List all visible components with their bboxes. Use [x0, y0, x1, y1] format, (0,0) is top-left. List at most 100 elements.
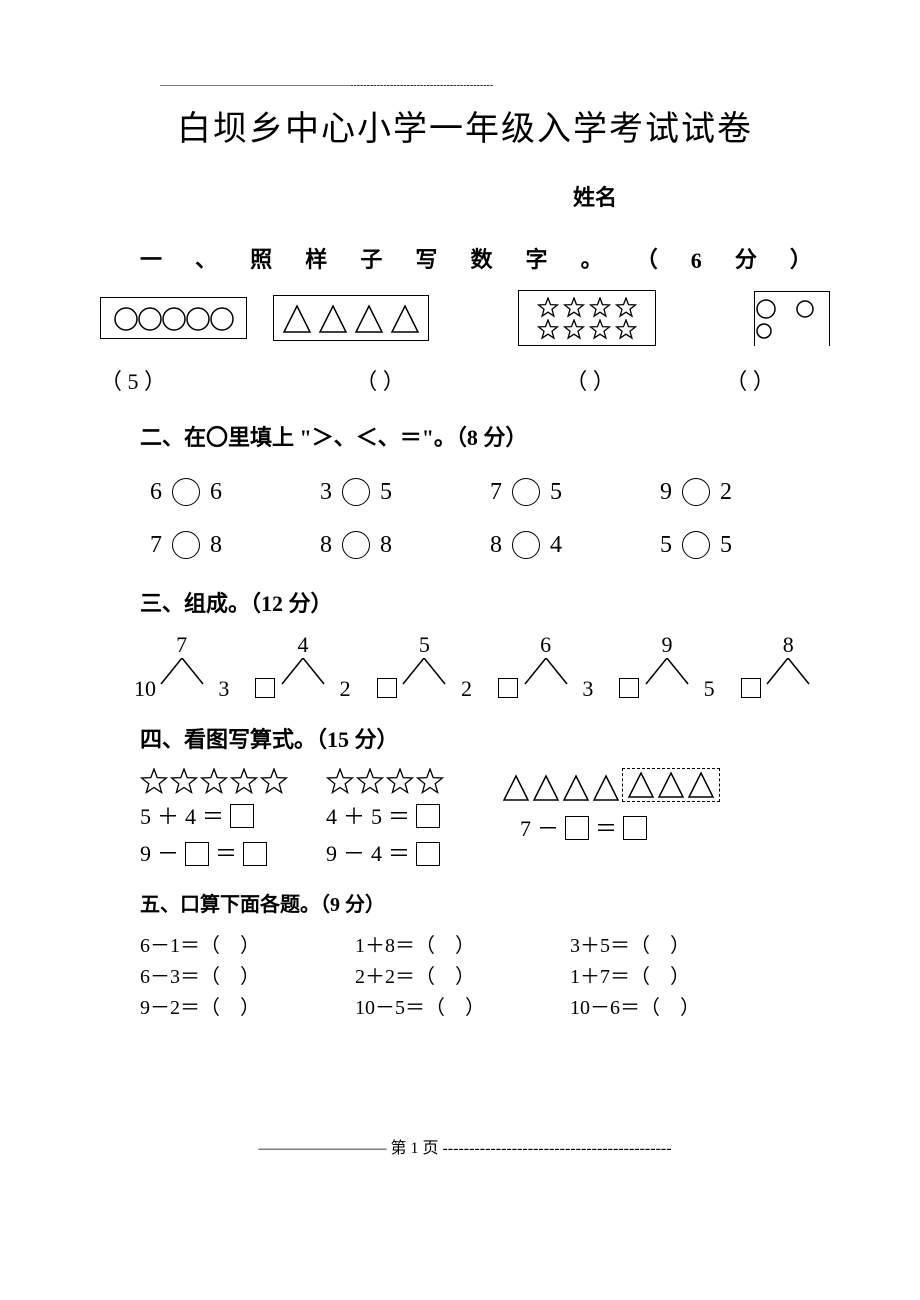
- arith-cell[interactable]: 6－3＝（ ）: [140, 962, 355, 993]
- num: 9: [326, 835, 337, 872]
- composition-item[interactable]: 6 3: [504, 632, 587, 702]
- answer-box[interactable]: [185, 842, 209, 866]
- heading-char: 样: [305, 242, 335, 274]
- star-icon: [416, 768, 444, 796]
- num: 3: [320, 466, 332, 519]
- num: 5: [550, 466, 562, 519]
- equation[interactable]: 4 ＋ 5 ＝: [326, 798, 444, 835]
- compare-circle[interactable]: [172, 478, 200, 506]
- q4-block-2: 4 ＋ 5 ＝ 9 － 4 ＝: [326, 768, 444, 873]
- answer-box[interactable]: [243, 842, 267, 866]
- answer-box[interactable]: [498, 678, 518, 698]
- num: 5: [380, 466, 392, 519]
- answer-box[interactable]: [623, 816, 647, 840]
- circle-icon: [755, 322, 773, 340]
- comp-top: 8: [747, 632, 830, 658]
- compare-cell[interactable]: 84: [490, 519, 660, 572]
- circle-icon: [138, 307, 162, 331]
- star-icon: [537, 319, 559, 341]
- op: －: [537, 810, 559, 847]
- compare-circle[interactable]: [342, 478, 370, 506]
- heading-char: 一: [140, 242, 170, 274]
- comp-right: 3: [582, 676, 593, 702]
- composition-item[interactable]: 5 2: [383, 632, 466, 702]
- arith-cell[interactable]: 9－2＝（ ）: [140, 993, 355, 1024]
- arith-cell[interactable]: 1＋7＝（ ）: [570, 962, 785, 993]
- compare-circle[interactable]: [682, 531, 710, 559]
- composition-item[interactable]: 4 2: [261, 632, 344, 702]
- branch-icon: [278, 658, 328, 686]
- equation[interactable]: 7 － ＝: [520, 810, 720, 847]
- star-icon: [537, 297, 559, 319]
- answer-paren[interactable]: （ ）: [490, 364, 690, 396]
- answer-paren[interactable]: （ 5 ）: [100, 364, 270, 396]
- compare-cell[interactable]: 92: [660, 466, 830, 519]
- answer-box[interactable]: [741, 678, 761, 698]
- answer-box[interactable]: [619, 678, 639, 698]
- comp-right: 2: [461, 676, 472, 702]
- equation[interactable]: 9 － 4 ＝: [326, 835, 444, 872]
- op: －: [157, 835, 179, 872]
- compare-circle[interactable]: [512, 531, 540, 559]
- footer-rule-left: ————————: [258, 1140, 386, 1157]
- arith-cell[interactable]: 6－1＝（ ）: [140, 931, 355, 962]
- answer-paren[interactable]: （ ）: [270, 364, 490, 396]
- arith-cell[interactable]: 10－6＝（ ）: [570, 993, 785, 1024]
- section1-boxes: [100, 290, 830, 346]
- compare-circle[interactable]: [682, 478, 710, 506]
- answer-box[interactable]: [377, 678, 397, 698]
- triangle-icon: [627, 771, 655, 799]
- answer-box[interactable]: [565, 816, 589, 840]
- arith-cell[interactable]: 2＋2＝（ ）: [355, 962, 570, 993]
- triangle-icon: [354, 304, 384, 334]
- page-title: 白坝乡中心小学一年级入学考试试卷: [100, 101, 830, 150]
- compare-cell[interactable]: 55: [660, 519, 830, 572]
- box-small-circles: [754, 291, 830, 346]
- answer-box[interactable]: [416, 804, 440, 828]
- compare-cell[interactable]: 88: [320, 519, 490, 572]
- heading-char: （: [636, 242, 666, 274]
- answer-box[interactable]: [416, 842, 440, 866]
- compare-cell[interactable]: 35: [320, 466, 490, 519]
- arith-cell[interactable]: 10－5＝（ ）: [355, 993, 570, 1024]
- compare-circle[interactable]: [172, 531, 200, 559]
- answer-box[interactable]: [255, 678, 275, 698]
- page-number: 第 1 页: [390, 1140, 438, 1157]
- composition-item[interactable]: 9 5: [625, 632, 708, 702]
- branch-icon: [763, 658, 813, 686]
- arith-cell[interactable]: 1＋8＝（ ）: [355, 931, 570, 962]
- compare-circle[interactable]: [342, 531, 370, 559]
- num: 6: [210, 466, 222, 519]
- dashed-group: [622, 768, 720, 802]
- answer-paren[interactable]: （ ）: [690, 364, 810, 396]
- page-footer: ———————— 第 1 页 -------------------------…: [100, 1134, 830, 1158]
- composition-item[interactable]: 8: [747, 632, 830, 702]
- star-icon: [589, 319, 611, 341]
- equation[interactable]: 5 ＋ 4 ＝: [140, 798, 288, 835]
- star-icon: [589, 297, 611, 319]
- num: 8: [320, 519, 332, 572]
- num: 4: [371, 835, 382, 872]
- triangle-icon: [592, 774, 620, 802]
- heading-char: 照: [250, 242, 280, 274]
- heading-char: 6: [691, 248, 710, 274]
- compare-cell[interactable]: 66: [150, 466, 320, 519]
- compare-cell[interactable]: 78: [150, 519, 320, 572]
- heading-char: ）: [790, 242, 820, 274]
- compare-circle[interactable]: [512, 478, 540, 506]
- answer-box[interactable]: [230, 804, 254, 828]
- composition-item[interactable]: 7 10 3: [140, 632, 223, 702]
- arith-cell[interactable]: 3＋5＝（ ）: [570, 931, 785, 962]
- star-icon: [140, 768, 168, 796]
- comp-right: 2: [340, 676, 351, 702]
- triangle-icon: [657, 771, 685, 799]
- box-circles: [100, 297, 247, 339]
- section1-answers: （ 5 ） （ ） （ ） （ ）: [100, 364, 830, 396]
- branch-icon: [642, 658, 692, 686]
- comp-top: 7: [140, 632, 223, 658]
- circle-icon: [755, 298, 777, 320]
- star-icon: [386, 768, 414, 796]
- compare-cell[interactable]: 75: [490, 466, 660, 519]
- equation[interactable]: 9 － ＝: [140, 835, 288, 872]
- triangle-icon: [282, 304, 312, 334]
